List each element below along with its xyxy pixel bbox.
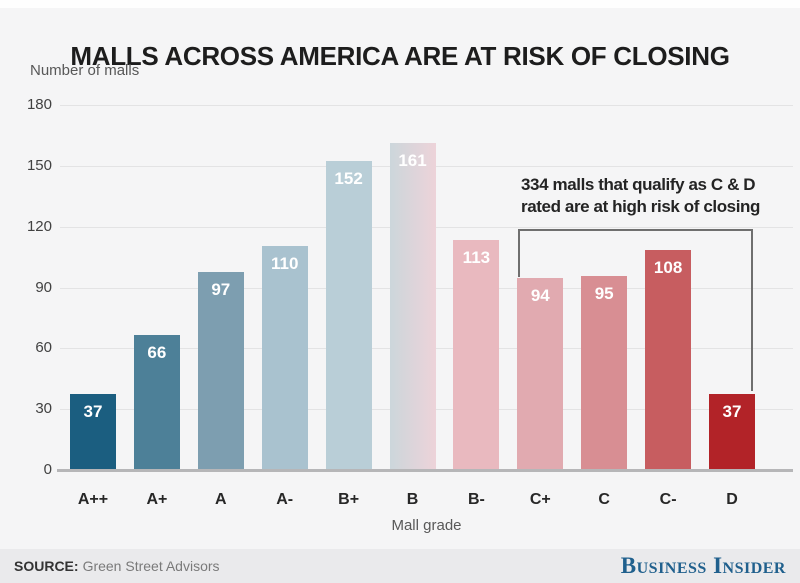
source-value: Green Street Advisors — [82, 558, 220, 574]
bracket-right-leg — [751, 229, 753, 391]
x-tick-B: B — [406, 491, 419, 508]
x-tick-B-: B- — [467, 491, 485, 508]
y-tick-30: 30 — [35, 400, 52, 418]
bracket-left-leg — [518, 229, 521, 277]
bar-value-D: 37 — [722, 401, 742, 421]
bar-value-A++: 37 — [83, 401, 103, 421]
bar-A+: 66 — [133, 335, 180, 469]
bar-C: 95 — [581, 276, 628, 469]
y-tick-120: 120 — [26, 217, 52, 235]
x-axis-line — [57, 469, 793, 472]
bar-D: 37 — [709, 393, 755, 469]
footer-bar: SOURCE: Green Street Advisors Business In… — [0, 549, 800, 583]
bar-C-: 108 — [645, 250, 692, 469]
x-tick-C-: C- — [659, 491, 677, 508]
x-axis-caption: Mall grade — [391, 517, 462, 534]
x-tick-A++: A++ — [77, 491, 109, 508]
top-strip — [0, 0, 800, 8]
bar-value-C-: 108 — [653, 258, 683, 277]
bar-B: 161 — [389, 142, 436, 469]
bar-A: 97 — [197, 272, 244, 469]
source-line: SOURCE: Green Street Advisors — [14, 549, 220, 583]
y-tick-180: 180 — [26, 96, 52, 113]
bar-value-B+: 152 — [334, 168, 363, 188]
bar-A-: 110 — [261, 245, 308, 469]
y-tick-90: 90 — [35, 278, 52, 296]
y-tick-150: 150 — [26, 156, 52, 174]
x-tick-B+: B+ — [338, 491, 360, 508]
y-axis-caption: Number of malls — [30, 62, 140, 79]
bar-value-A+: 66 — [147, 343, 167, 363]
annotation-text: 334 malls that qualify as C & D rated ar… — [521, 175, 761, 216]
bar-value-A-: 110 — [270, 253, 299, 273]
gridline-180 — [60, 105, 793, 106]
source-label: SOURCE: — [14, 558, 79, 574]
y-tick-0: 0 — [43, 461, 52, 478]
x-tick-D: D — [726, 491, 738, 508]
bar-C+: 94 — [517, 278, 564, 469]
bar-B-: 113 — [453, 239, 500, 469]
bar-value-B: 161 — [398, 150, 427, 170]
bar-value-A: 97 — [211, 280, 231, 300]
bar-value-B-: 113 — [462, 247, 491, 267]
y-tick-60: 60 — [35, 339, 52, 357]
x-tick-C: C — [598, 491, 610, 508]
x-tick-A-: A- — [276, 491, 294, 508]
bracket-top-line — [518, 229, 753, 231]
x-tick-C+: C+ — [529, 491, 551, 508]
bar-value-C+: 94 — [530, 286, 550, 306]
bar-value-C: 95 — [594, 284, 614, 304]
x-tick-A: A — [215, 491, 227, 508]
x-tick-A+: A+ — [146, 491, 168, 508]
bar-A++: 37 — [70, 393, 116, 469]
bar-B+: 152 — [325, 160, 372, 469]
chart-title: MALLS ACROSS AMERICA ARE AT RISK OF CLOS… — [70, 41, 730, 72]
business-insider-logo: Business Insider — [620, 553, 786, 578]
